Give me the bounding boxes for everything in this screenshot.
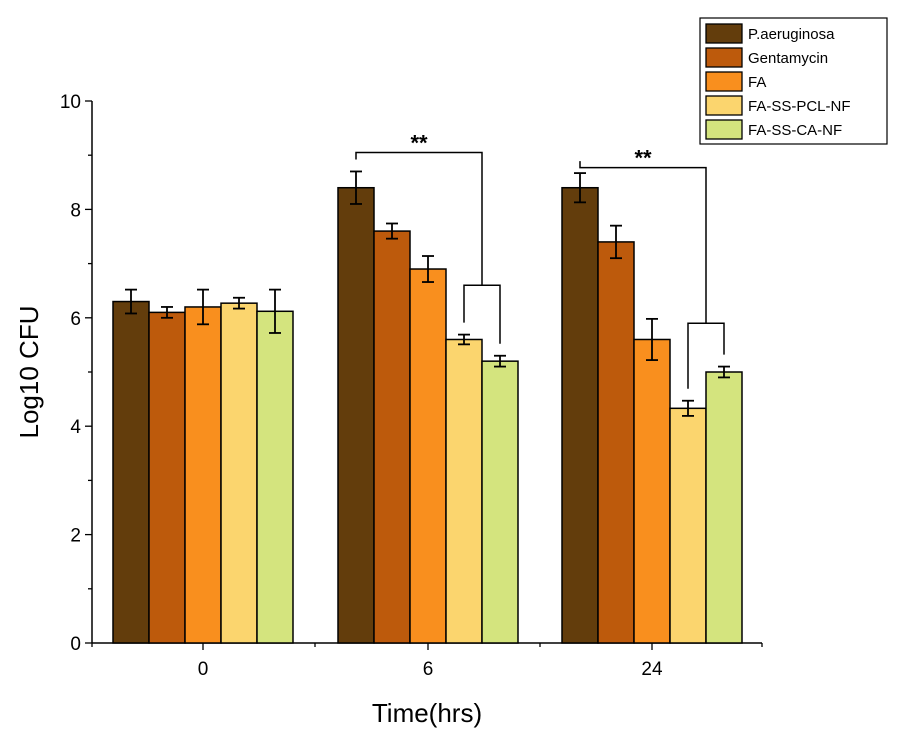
y-tick-label: 8 xyxy=(70,200,81,221)
bars xyxy=(112,186,743,644)
x-tick-label: 24 xyxy=(641,659,663,680)
legend-swatch xyxy=(705,47,743,68)
bar xyxy=(256,310,294,644)
error-bars xyxy=(125,170,730,417)
bar xyxy=(373,230,411,644)
significance-label: ** xyxy=(634,146,652,171)
legend-label: FA-SS-PCL-NF xyxy=(748,98,851,115)
significance-sub-bracket xyxy=(687,322,725,389)
legend-label: FA xyxy=(748,74,766,91)
bar xyxy=(481,360,519,644)
bar xyxy=(112,300,150,644)
y-tick-label: 4 xyxy=(70,417,81,438)
significance-bracket xyxy=(579,161,707,324)
legend-swatch xyxy=(705,119,743,140)
legend-swatch xyxy=(705,23,743,44)
x-tick-label: 6 xyxy=(423,659,434,680)
x-tick-label: 0 xyxy=(198,659,209,680)
bar xyxy=(148,311,186,644)
significance-annotations: ** ** xyxy=(355,130,725,389)
y-tick-label: 2 xyxy=(70,526,81,547)
y-axis-title: Log10 CFU xyxy=(14,306,44,439)
bar xyxy=(220,302,258,644)
legend: P.aeruginosa Gentamycin FA FA-SS-PCL-NF FA-S… xyxy=(699,17,888,145)
bar xyxy=(561,186,599,644)
bar xyxy=(184,306,222,644)
bar xyxy=(445,338,483,644)
legend-label: P.aeruginosa xyxy=(748,26,835,43)
legend-swatch xyxy=(705,71,743,92)
bar xyxy=(705,371,743,644)
x-axis-title: Time(hrs) xyxy=(372,698,482,728)
bar xyxy=(409,268,447,644)
significance-bracket xyxy=(355,151,483,286)
bar xyxy=(597,241,635,644)
bar xyxy=(669,407,707,644)
significance-sub-bracket xyxy=(463,284,501,344)
legend-label: FA-SS-CA-NF xyxy=(748,122,842,139)
bar xyxy=(337,186,375,644)
significance-label: ** xyxy=(410,130,428,155)
bar xyxy=(633,338,671,644)
legend-swatch xyxy=(705,95,743,116)
legend-label: Gentamycin xyxy=(748,50,828,67)
y-tick-label: 0 xyxy=(70,634,81,655)
y-tick-label: 6 xyxy=(70,309,81,330)
y-tick-label: 10 xyxy=(60,92,81,113)
